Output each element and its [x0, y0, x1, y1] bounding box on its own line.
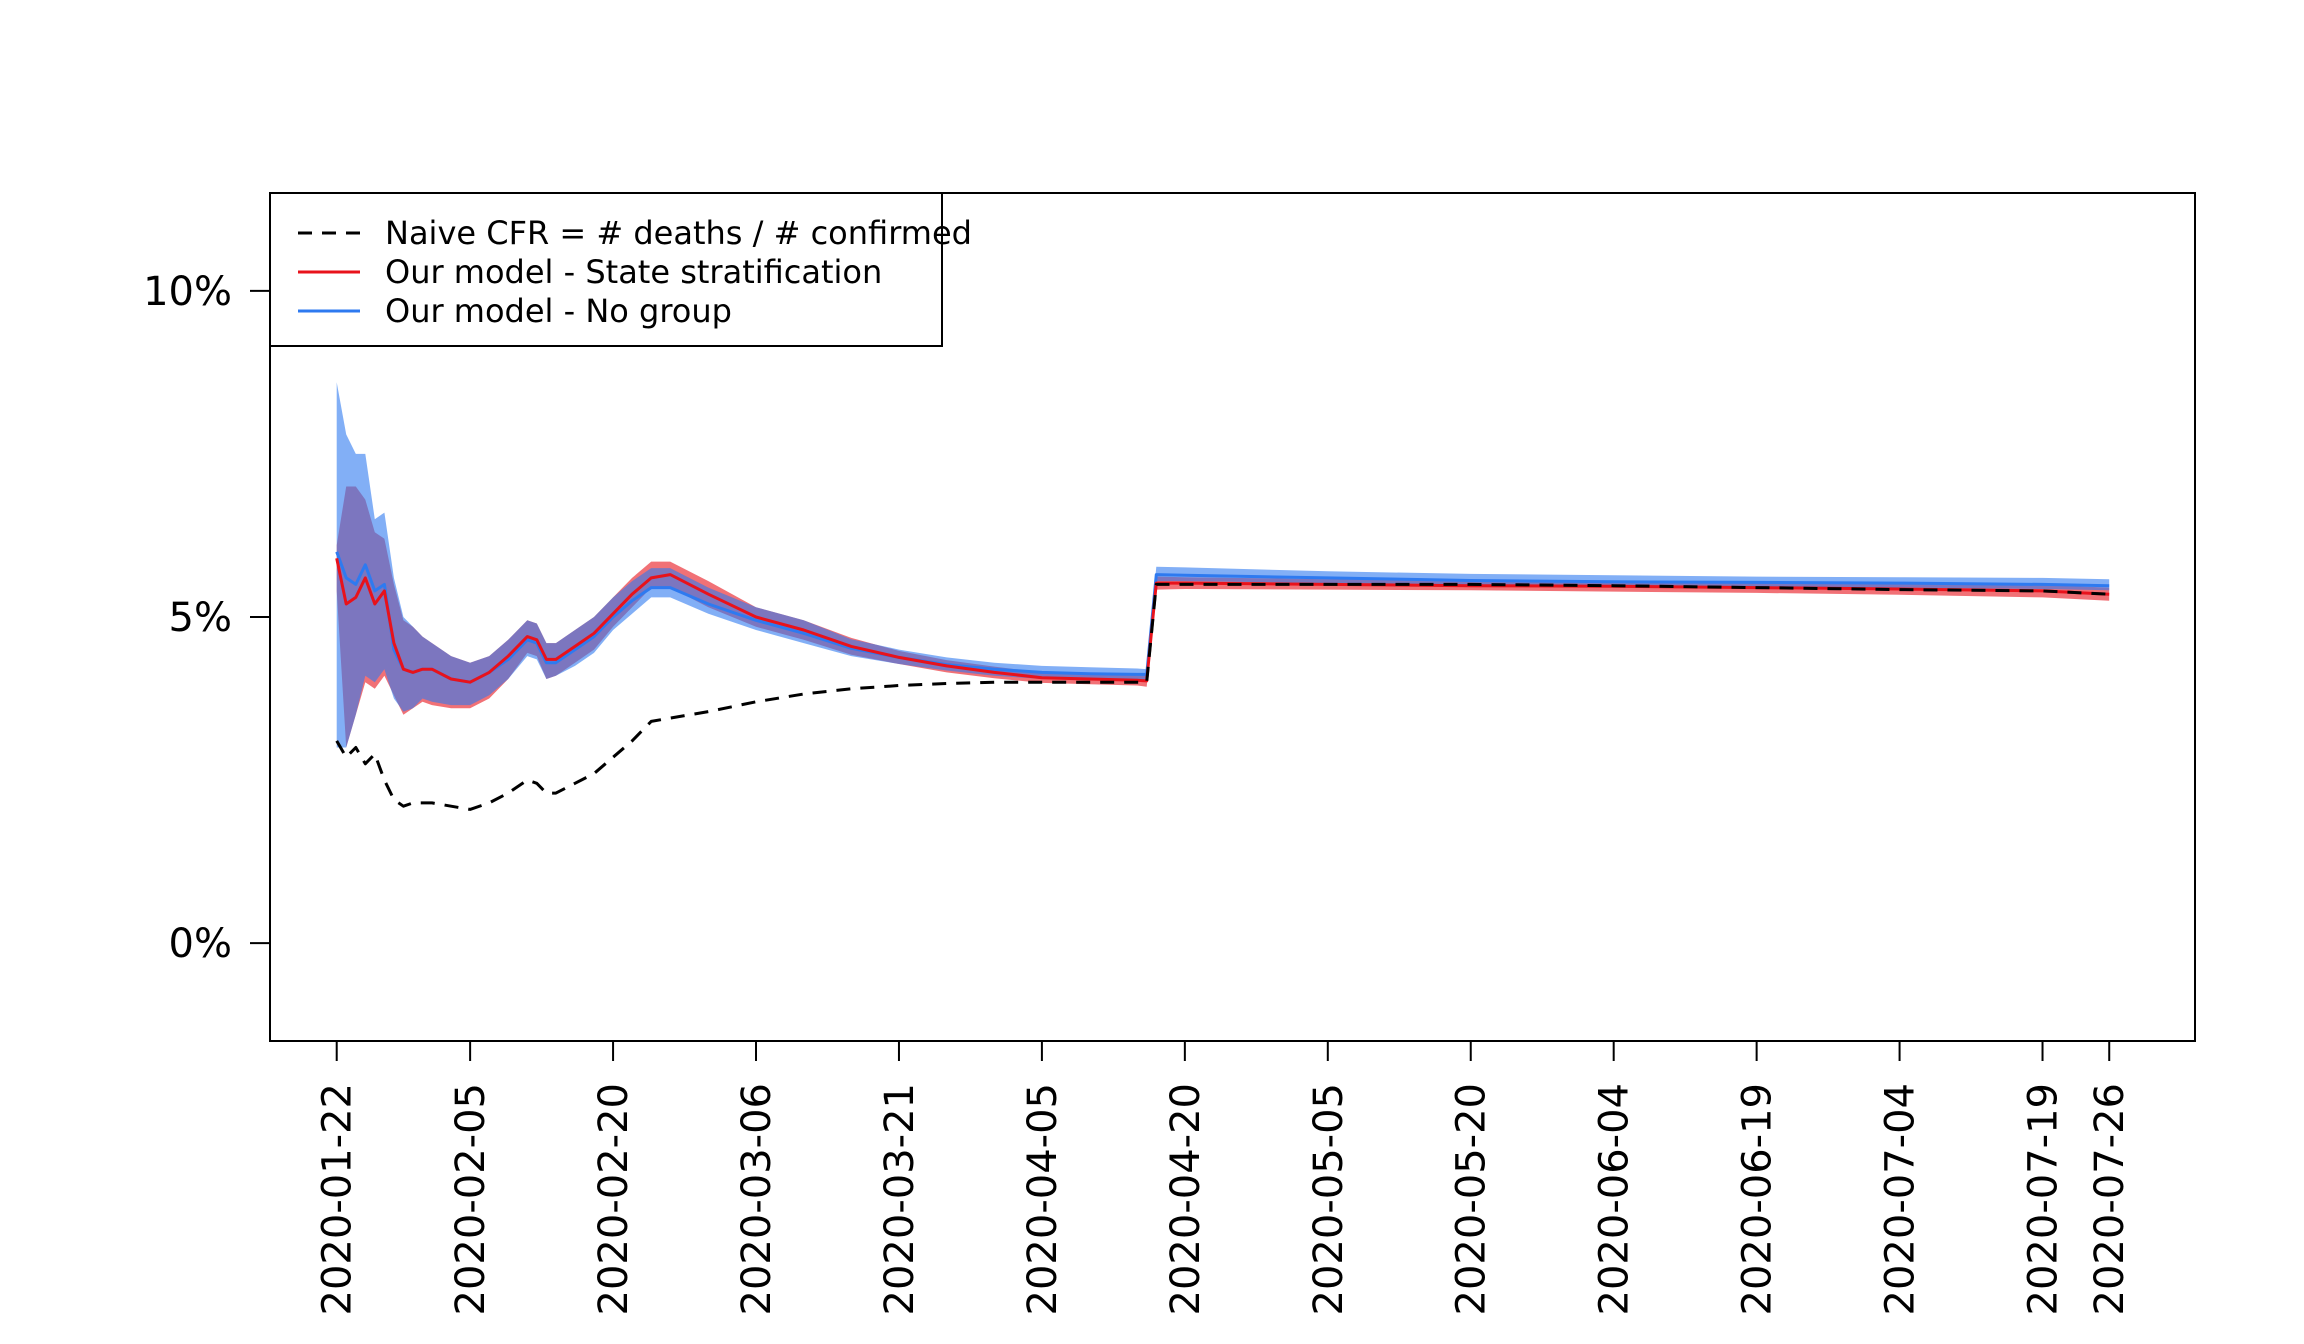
legend-label-0: Naive CFR = # deaths / # confirmed — [385, 214, 972, 252]
y-tick-label-0: 0% — [169, 921, 232, 967]
y-axis: 0% 5% 10% — [143, 269, 271, 967]
series-lines — [335, 551, 2110, 811]
line-naive-cfr — [335, 582, 2110, 811]
x-tick-label-1: 2020-02-05 — [448, 1083, 494, 1315]
legend-label-2: Our model - No group — [385, 292, 732, 330]
y-tick-label-2: 10% — [143, 269, 232, 315]
x-tick-label-7: 2020-05-05 — [1306, 1083, 1352, 1315]
x-tick-label-13: 2020-07-26 — [2087, 1083, 2133, 1315]
x-tick-label-3: 2020-03-06 — [734, 1083, 780, 1315]
x-tick-label-6: 2020-04-20 — [1163, 1083, 1209, 1315]
x-tick-label-0: 2020-01-22 — [315, 1083, 361, 1315]
y-tick-label-1: 5% — [169, 595, 232, 641]
x-tick-label-5: 2020-04-05 — [1020, 1083, 1066, 1315]
x-tick-label-10: 2020-06-19 — [1735, 1083, 1781, 1315]
x-axis: 2020-01-22 2020-02-05 2020-02-20 2020-03-06… — [315, 1040, 2133, 1315]
line-state-stratification — [335, 557, 2110, 684]
x-tick-label-12: 2020-07-19 — [2021, 1083, 2067, 1315]
x-tick-label-2: 2020-02-20 — [591, 1083, 637, 1315]
x-tick-label-11: 2020-07-04 — [1878, 1083, 1924, 1315]
legend-box — [269, 192, 943, 347]
x-tick-label-4: 2020-03-21 — [877, 1083, 923, 1315]
legend-label-1: Our model - State stratification — [385, 253, 882, 291]
x-tick-label-9: 2020-06-04 — [1592, 1083, 1638, 1315]
x-tick-label-8: 2020-05-20 — [1449, 1083, 1495, 1315]
